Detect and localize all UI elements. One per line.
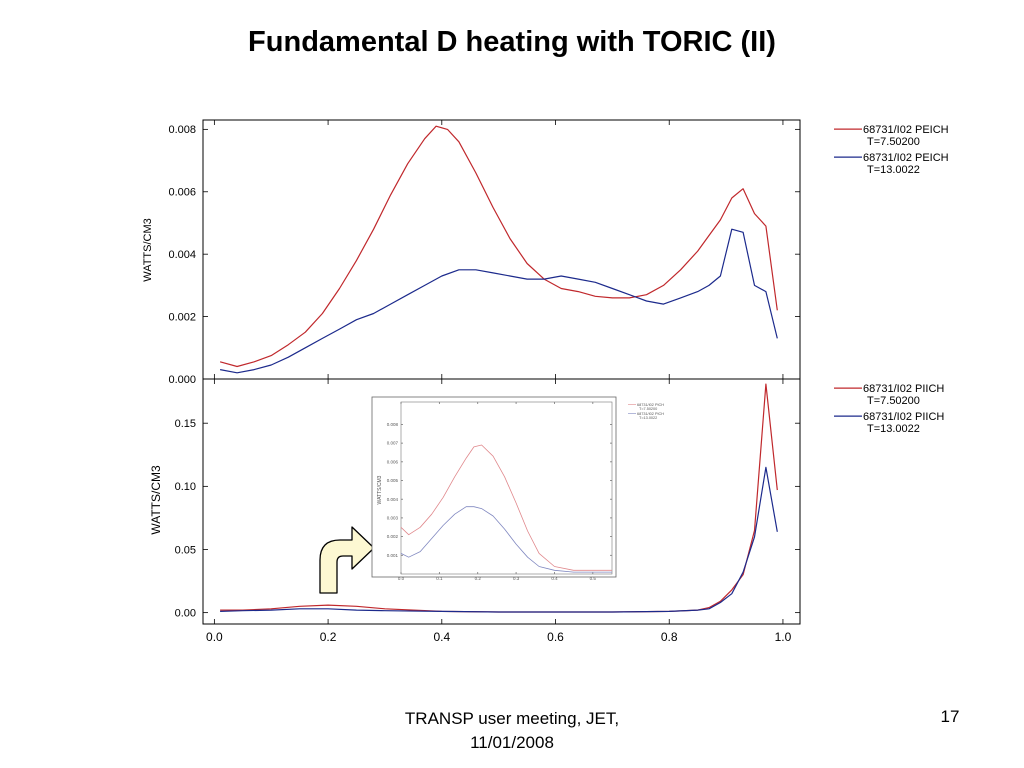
bottom-xtick-label: 1.0 — [775, 630, 792, 644]
bottom-xtick-label: 0.6 — [547, 630, 564, 644]
inset-legend-name: 68731/I02 PICH — [637, 412, 664, 416]
bottom-ytick-label: 0.10 — [175, 481, 196, 493]
bottom-ytick-label: 0.05 — [175, 544, 196, 556]
bottom-panel: 0.00 0.05 0.10 0.15 0.0 0.2 0.4 0.6 0.8 1.0 WATTS… — [149, 378, 801, 644]
footer-meeting-info: TRANSP user meeting, JET, 11/01/2008 — [362, 707, 662, 755]
inset-ytick-label: 0.001 — [387, 553, 399, 558]
footer-line-1: TRANSP user meeting, JET, — [404, 709, 620, 728]
bottom-ylabel: WATTS/CM3 — [149, 465, 163, 535]
top-series — [219, 125, 778, 374]
top-series-line-1 — [219, 125, 778, 368]
top-legend-time: T=13.0022 — [867, 164, 920, 176]
inset-ytick-label: 0.003 — [387, 515, 399, 520]
curved-arrow-icon — [319, 526, 375, 594]
inset-ytick-label: 0.005 — [387, 478, 399, 483]
bottom-series-line-2 — [220, 466, 778, 613]
inset-series — [400, 444, 612, 573]
top-legend-name: 68731/I02 PEICH — [863, 152, 949, 164]
top-series-line-2 — [219, 228, 778, 374]
inset-ytick-label: 0.002 — [387, 534, 399, 539]
inset-axis-ticks: 0.001 0.002 0.003 0.004 0.005 0.006 0.007 0.008… — [387, 402, 612, 581]
inset-ytick-label: 0.007 — [387, 441, 399, 446]
inset-plot-frame — [400, 401, 613, 575]
inset-xtick-label: 0.0 — [398, 576, 405, 581]
top-ytick-label: 0.002 — [168, 311, 196, 323]
inset-legend-time: T=13.0022 — [639, 416, 657, 420]
bottom-legend-name: 68731/I02 PIICH — [863, 383, 944, 395]
bottom-xtick-label: 0.0 — [206, 630, 223, 644]
top-plot-frame — [202, 119, 801, 380]
top-ytick-label: 0.008 — [168, 124, 196, 136]
inset-ytick-label: 0.004 — [387, 497, 399, 502]
inset-ylabel: WATTS/CM3 — [377, 475, 383, 504]
top-ytick-label: 0.000 — [168, 374, 196, 386]
bottom-xtick-label: 0.4 — [433, 630, 450, 644]
top-axis-ticks: 0.000 0.002 0.004 0.006 0.008 — [168, 120, 800, 386]
bottom-ytick-label: 0.15 — [175, 418, 196, 430]
bottom-axis-ticks: 0.00 0.05 0.10 0.15 0.0 0.2 0.4 0.6 0.8 1.0 — [175, 379, 800, 644]
inset-chart: 0.001 0.002 0.003 0.004 0.005 0.006 0.007 0.008… — [371, 396, 664, 581]
bottom-legend-name: 68731/I02 PIICH — [863, 411, 944, 423]
bottom-ytick-label: 0.00 — [175, 607, 196, 619]
inset-series-line-1 — [400, 444, 612, 571]
top-legend-name: 68731/I02 PEICH — [863, 124, 949, 136]
top-panel: 0.000 0.002 0.004 0.006 0.008 WATTS/CM3 — [142, 119, 801, 386]
inset-xtick-label: 0.2 — [475, 576, 482, 581]
inset-legend-name: 68731/I02 PICH — [637, 403, 664, 407]
inset-xtick-label: 0.4 — [551, 576, 558, 581]
bottom-xtick-label: 0.2 — [320, 630, 337, 644]
page-number: 17 — [940, 707, 960, 726]
bottom-plot-frame — [202, 378, 801, 625]
slide-title: Fundamental D heating with TORIC (II) — [248, 26, 776, 58]
top-legend-time: T=7.50200 — [867, 136, 920, 148]
bottom-series — [220, 383, 778, 613]
inset-ytick-label: 0.006 — [387, 459, 399, 464]
bottom-xtick-label: 0.8 — [661, 630, 678, 644]
inset-xtick-label: 0.1 — [436, 576, 443, 581]
inset-ytick-label: 0.008 — [387, 422, 399, 427]
bottom-legend-time: T=7.50200 — [867, 395, 920, 407]
inset-xtick-label: 0.3 — [513, 576, 520, 581]
top-ytick-label: 0.006 — [168, 187, 196, 199]
top-ylabel: WATTS/CM3 — [142, 218, 154, 282]
inset-xtick-label: 0.5 — [590, 576, 597, 581]
inset-background — [371, 396, 617, 578]
bottom-legend-time: T=13.0022 — [867, 423, 920, 435]
inset-series-line-2 — [400, 506, 612, 573]
top-ytick-label: 0.004 — [168, 249, 196, 261]
inset-legend-time: T=7.50200 — [639, 407, 657, 411]
footer-line-2: 11/01/2008 — [470, 733, 554, 752]
